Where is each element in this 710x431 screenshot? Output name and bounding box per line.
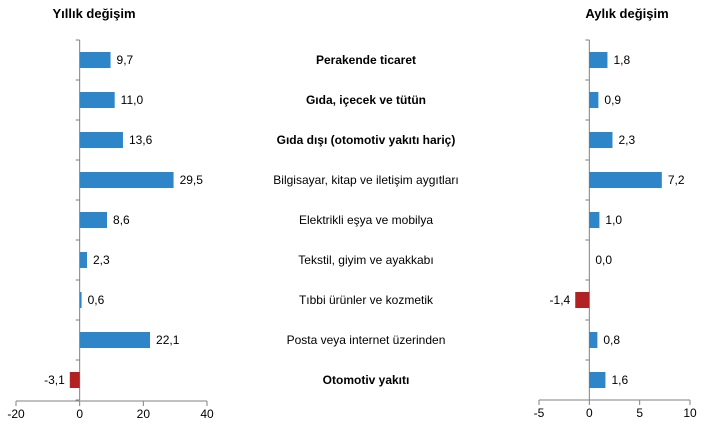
yearly-value-label: 13,6: [129, 133, 153, 147]
monthly-value-label: 2,3: [618, 133, 635, 147]
monthly-chart-title: Aylık değişim: [585, 6, 668, 21]
yearly-value-label: 2,3: [93, 253, 110, 267]
yearly-value-label: 8,6: [113, 213, 130, 227]
yearly-bar: [79, 52, 111, 68]
yearly-bar: [79, 172, 174, 188]
monthly-bar: [575, 292, 590, 308]
yearly-change-panel: -20 0 20 40 9,7 11,0 13,6 29,5 8,6 2,3 0,6 22,1 -3,1: [7, 39, 214, 421]
monthly-tick-label: 10: [683, 406, 697, 420]
monthly-bar: [589, 212, 600, 228]
yearly-value-label: 22,1: [156, 333, 180, 347]
monthly-value-label: -1,4: [550, 293, 571, 307]
yearly-bar: [79, 92, 115, 108]
monthly-value-label: 0,9: [604, 93, 621, 107]
yearly-bar: [79, 252, 87, 268]
category-label: Perakende ticaret: [316, 53, 416, 67]
yearly-value-label: 11,0: [121, 93, 144, 107]
monthly-value-label: 1,8: [613, 53, 630, 67]
monthly-bar: [589, 132, 613, 148]
category-label: Tekstil, giyim ve ayakkabı: [298, 253, 433, 267]
monthly-tick-label: 5: [636, 406, 643, 420]
monthly-change-panel: -5 0 5 10 1,8 0,9 2,3 7,2 1,0 0,0 -1,4 0,8 1,6: [534, 39, 697, 420]
yearly-tick-label: 20: [137, 407, 151, 421]
category-label: Gıda, içecek ve tütün: [306, 93, 426, 107]
category-labels: Perakende ticaret Gıda, içecek ve tütün Gı…: [273, 53, 458, 387]
monthly-value-label: 1,0: [605, 213, 622, 227]
yearly-tick-label: 40: [200, 407, 214, 421]
category-label: Elektrikli eşya ve mobilya: [299, 213, 433, 227]
category-label: Tıbbi ürünler ve kozmetik: [299, 293, 434, 307]
yearly-tick-label: -20: [7, 407, 25, 421]
monthly-value-label: 7,2: [668, 173, 685, 187]
yearly-value-label: 0,6: [88, 293, 105, 307]
yearly-bar: [79, 132, 123, 148]
monthly-tick-label: 0: [586, 406, 593, 420]
monthly-bar: [589, 332, 598, 348]
yearly-bar: [79, 292, 82, 308]
monthly-bar: [589, 372, 606, 388]
monthly-bar: [589, 92, 599, 108]
yearly-value-label: -3,1: [44, 373, 65, 387]
monthly-bar: [589, 52, 608, 68]
monthly-tick-label: -5: [534, 406, 545, 420]
category-label: Bilgisayar, kitap ve iletişim aygıtları: [273, 173, 458, 187]
monthly-value-label: 0,0: [595, 253, 612, 267]
yearly-value-label: 9,7: [117, 53, 134, 67]
yearly-bar: [69, 372, 80, 388]
category-label: Gıda dışı (otomotiv yakıtı hariç): [277, 133, 456, 147]
yearly-chart-title: Yıllık değişim: [52, 6, 135, 21]
monthly-value-label: 0,8: [603, 333, 620, 347]
category-label: Posta veya internet üzerinden: [287, 333, 446, 347]
category-label: Otomotiv yakıtı: [323, 373, 410, 387]
yearly-value-label: 29,5: [180, 173, 204, 187]
yearly-bar: [79, 332, 151, 348]
monthly-value-label: 1,6: [611, 373, 628, 387]
monthly-bar: [589, 172, 662, 188]
yearly-tick-label: 0: [76, 407, 83, 421]
yearly-bar: [79, 212, 108, 228]
